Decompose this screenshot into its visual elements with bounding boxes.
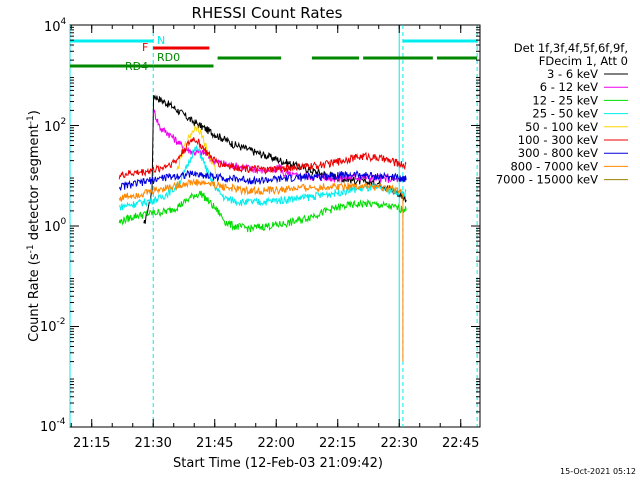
y-tick-label: 10-2 (40, 317, 66, 335)
y-axis-label: Count Rate (s-1 detector segment-1) (26, 110, 42, 342)
legend-label: 12 - 25 keV (532, 93, 598, 107)
x-tick-label: 22:15 (319, 436, 356, 451)
state-bars (70, 39, 478, 68)
x-tick-label: 21:15 (73, 436, 110, 451)
state-label-n: N (157, 34, 165, 47)
series-line-1 (153, 109, 399, 184)
y-tick-label: 104 (44, 17, 67, 35)
x-tick-label: 21:30 (134, 436, 171, 451)
x-tick-labels: 21:15 21:30 21:45 22:00 22:15 22:30 22:45 (73, 436, 479, 451)
state-label-rd4: RD4 (125, 60, 148, 73)
legend-label: 100 - 300 keV (518, 133, 598, 147)
state-label-rd0: RD0 (157, 51, 180, 64)
y-tick-label: 10-4 (40, 417, 66, 435)
legend-header-line2: FDecim 1, Att 0 (539, 54, 628, 68)
series-layer (118, 94, 407, 362)
legend-label: 50 - 100 keV (525, 120, 598, 134)
legend-header-line1: Det 1f,3f,4f,5f,6f,9f, (514, 41, 628, 55)
state-label-f: F (142, 41, 148, 54)
series-line-6 (118, 169, 407, 191)
y-tick-label: 102 (44, 117, 66, 135)
legend-label: 3 - 6 keV (547, 67, 598, 81)
x-axis-label: Start Time (12-Feb-03 21:09:42) (173, 456, 383, 471)
plot-frame (69, 24, 481, 428)
y-tick-labels: 104 102 100 10-2 10-4 (40, 17, 67, 435)
series-line-5 (118, 137, 407, 180)
series-line-7 (118, 178, 404, 362)
footer-timestamp: 15-Oct-2021 05:12 (560, 467, 636, 476)
series-line-0 (143, 94, 407, 224)
legend-label: 7000 - 15000 keV (496, 173, 598, 187)
x-tick-label: 22:45 (442, 436, 479, 451)
x-tick-label: 21:45 (196, 436, 233, 451)
plot-area (69, 24, 481, 428)
legend-label: 300 - 800 keV (518, 146, 598, 160)
legend: Det 1f,3f,4f,5f,6f,9f, FDecim 1, Att 0 3… (496, 41, 628, 187)
legend-label: 6 - 12 keV (540, 80, 598, 94)
x-tick-label: 22:00 (257, 436, 294, 451)
chart-title: RHESSI Count Rates (192, 4, 343, 22)
legend-label: 25 - 50 keV (532, 107, 598, 121)
axis-ticks (70, 24, 480, 428)
y-tick-label: 100 (44, 217, 67, 235)
x-tick-label: 22:30 (380, 436, 417, 451)
series-line-2 (118, 190, 407, 233)
legend-label: 800 - 7000 keV (510, 159, 598, 173)
